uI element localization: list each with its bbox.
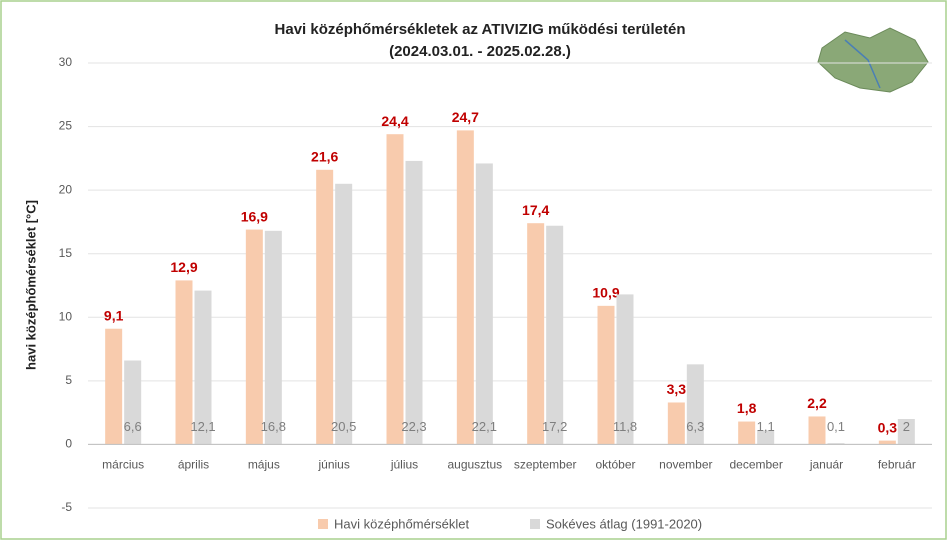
bar (808, 416, 826, 445)
x-tick-label: szeptember (514, 458, 577, 472)
bar (405, 160, 423, 445)
bar (897, 419, 915, 445)
x-tick-label: április (178, 458, 209, 472)
bar (105, 328, 123, 445)
y-tick-label: 0 (65, 437, 72, 451)
bar (335, 183, 353, 445)
value-label: 6,3 (686, 419, 704, 434)
legend-label: Havi középhőmérséklet (334, 516, 470, 531)
map-river (844, 39, 881, 89)
x-tick-label: augusztus (447, 458, 502, 472)
y-tick-label: 20 (59, 182, 73, 196)
value-label: 12,1 (190, 419, 215, 434)
legend-label: Sokéves átlag (1991-2020) (546, 516, 702, 531)
bar (124, 360, 142, 445)
value-label: 20,5 (331, 419, 356, 434)
value-label: 24,4 (381, 113, 408, 129)
bar (245, 229, 263, 445)
bar (616, 294, 634, 445)
value-label: 6,6 (124, 419, 142, 434)
bar (738, 421, 756, 445)
legend-swatch (318, 519, 328, 529)
bar (546, 225, 564, 445)
value-label: 3,3 (667, 381, 687, 397)
value-label: 22,3 (401, 419, 426, 434)
x-tick-label: január (809, 458, 843, 472)
bar (194, 290, 212, 445)
y-axis-title: havi középhőmérséklet [°C] (23, 200, 38, 370)
bar (827, 443, 845, 445)
value-label: 17,2 (542, 419, 567, 434)
value-label: 2 (903, 419, 910, 434)
bar (527, 223, 545, 445)
value-label: 12,9 (170, 259, 197, 275)
value-label: 22,1 (472, 419, 497, 434)
x-tick-label: július (390, 458, 418, 472)
bar (175, 280, 193, 445)
y-tick-label: -5 (61, 500, 72, 514)
legend-swatch (530, 519, 540, 529)
bar (386, 134, 404, 445)
bar (878, 440, 896, 445)
x-tick-label: február (878, 458, 916, 472)
value-label: 21,6 (311, 149, 338, 165)
bar (667, 402, 685, 445)
bar (686, 364, 704, 445)
y-tick-label: 15 (59, 246, 73, 260)
bar (264, 230, 282, 445)
bar (475, 163, 493, 445)
x-tick-label: december (729, 458, 782, 472)
y-tick-label: 5 (65, 373, 72, 387)
value-label: 24,7 (452, 109, 479, 125)
chart-subtitle: (2024.03.01. - 2025.02.28.) (389, 43, 571, 60)
x-tick-label: október (595, 458, 635, 472)
y-tick-label: 30 (59, 55, 73, 69)
value-label: 11,8 (613, 419, 637, 434)
value-label: 9,1 (104, 307, 124, 323)
x-tick-label: november (659, 458, 712, 472)
chart-title: Havi középhőmérsékletek az ATIVIZIG műkö… (275, 21, 686, 38)
x-tick-label: június (317, 458, 349, 472)
y-tick-label: 25 (59, 119, 73, 133)
y-tick-label: 10 (59, 309, 73, 323)
value-label: 0,3 (878, 419, 898, 435)
bar (757, 430, 775, 445)
bar (316, 169, 334, 445)
bar (597, 305, 615, 445)
x-tick-label: március (102, 458, 144, 472)
value-label: 1,8 (737, 400, 757, 416)
value-label: 16,8 (261, 419, 286, 434)
bar (456, 130, 474, 445)
value-label: 2,2 (807, 395, 827, 411)
value-label: 0,1 (827, 419, 845, 434)
x-tick-label: május (248, 458, 280, 472)
value-label: 10,9 (592, 285, 619, 301)
value-label: 1,1 (757, 419, 775, 434)
value-label: 16,9 (241, 208, 268, 224)
map-icon (817, 27, 929, 93)
value-label: 17,4 (522, 202, 549, 218)
